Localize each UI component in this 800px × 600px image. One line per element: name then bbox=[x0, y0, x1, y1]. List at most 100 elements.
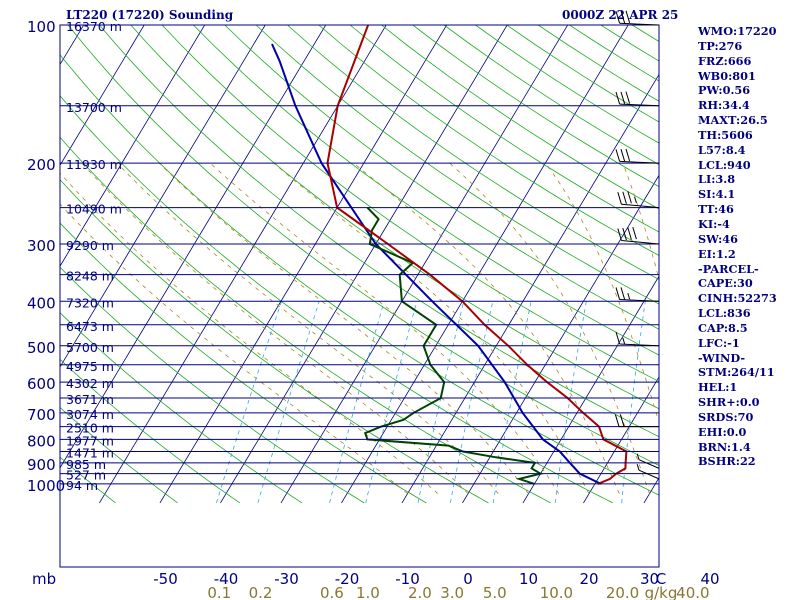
wind-barb-flag bbox=[615, 331, 621, 345]
height-label: 5700 m bbox=[66, 340, 114, 355]
wind-barb bbox=[615, 287, 660, 302]
height-label: 4302 m bbox=[66, 376, 114, 391]
height-label: 13700 m bbox=[66, 100, 122, 115]
isotherm-line bbox=[341, 25, 629, 504]
mixing-ratio-tick-label: 5.0 bbox=[483, 584, 507, 600]
wind-barb bbox=[615, 148, 660, 164]
index-item: HEL:1 bbox=[698, 380, 738, 395]
mixing-ratio-tick-label: 2.0 bbox=[408, 584, 432, 600]
parcel-trace bbox=[271, 43, 602, 485]
wind-barbs bbox=[614, 10, 660, 480]
wind-barb-staff bbox=[619, 160, 660, 164]
dry-adiabat-line bbox=[60, 266, 365, 504]
wind-barb-staff bbox=[619, 103, 660, 107]
index-item: -PARCEL- bbox=[698, 261, 759, 276]
wind-barb bbox=[617, 227, 660, 245]
dry-adiabat-line bbox=[60, 406, 178, 504]
wind-barb-flag bbox=[615, 149, 621, 162]
mixing-ratio-tick-label: 0.6 bbox=[320, 584, 344, 600]
mixing-ratio-tick-label: 10.0 bbox=[540, 584, 573, 600]
isobars bbox=[60, 24, 659, 485]
moist-adiabat-line bbox=[60, 203, 408, 494]
dry-adiabat-line bbox=[286, 25, 659, 280]
mixing-ratio-line bbox=[365, 301, 418, 504]
moist-adiabat-line bbox=[158, 162, 529, 494]
mixing-ratio-line bbox=[621, 301, 646, 503]
wind-barb bbox=[615, 91, 660, 107]
mixing-ratio-line bbox=[450, 301, 494, 503]
index-item: PW:0.56 bbox=[698, 83, 751, 98]
dry-adiabat-line bbox=[60, 179, 489, 504]
wind-barb-flag bbox=[620, 149, 626, 162]
temperature-unit-label: C bbox=[656, 570, 666, 588]
wind-barb-staff bbox=[638, 469, 660, 480]
wind-barb-flag bbox=[614, 414, 620, 427]
wind-barb-flag bbox=[636, 453, 640, 460]
pressure-tick-label: 1000 bbox=[27, 477, 65, 495]
isotherm-line bbox=[280, 25, 569, 504]
height-label: 10490 m bbox=[66, 202, 122, 217]
temperature-tick-label: -30 bbox=[274, 570, 299, 588]
wind-barb-flag bbox=[634, 196, 637, 203]
height-label: 6473 m bbox=[66, 319, 114, 334]
background-lines bbox=[60, 25, 659, 504]
moist-adiabat-line bbox=[81, 162, 469, 494]
wind-barb bbox=[614, 414, 659, 428]
dry-adiabat-line bbox=[60, 136, 551, 504]
index-item: L57:8.4 bbox=[698, 142, 746, 157]
dry-adiabat-line bbox=[161, 25, 659, 382]
index-item: BRN:1.4 bbox=[698, 439, 751, 454]
wind-barb-flag bbox=[627, 227, 632, 240]
index-item: BSHR:22 bbox=[698, 454, 756, 469]
index-item: LCL:940 bbox=[698, 157, 751, 172]
wind-barb-flag bbox=[625, 148, 631, 162]
height-label: 3074 m bbox=[66, 407, 114, 422]
wind-barb bbox=[617, 191, 660, 209]
isotherm-line bbox=[159, 25, 448, 504]
index-item: SRDS:70 bbox=[698, 409, 754, 424]
index-item: MAXT:26.5 bbox=[698, 113, 768, 128]
wind-barb-flag bbox=[617, 228, 622, 241]
dry-adiabat-line bbox=[60, 95, 613, 504]
isotherm-line bbox=[99, 25, 387, 504]
dry-adiabat-line bbox=[60, 358, 241, 504]
temperature-tick-label: 40 bbox=[700, 570, 719, 588]
moist-adiabat-line bbox=[449, 162, 650, 494]
temperature-trace bbox=[326, 25, 628, 485]
wind-barb-flag bbox=[625, 91, 631, 104]
wind-barb-staff bbox=[621, 203, 660, 209]
wind-barb-flag bbox=[622, 337, 626, 344]
wind-barb-flag bbox=[627, 292, 631, 300]
height-label: 4975 m bbox=[66, 359, 114, 374]
mixing-ratio-tick-label: 0.1 bbox=[207, 584, 231, 600]
temperature-tick-label: -10 bbox=[395, 570, 420, 588]
index-item: WB0:801 bbox=[698, 68, 756, 83]
moist-adiabat-line bbox=[209, 162, 560, 494]
sounding-indices-list: WMO:17220 TP:276 FRZ:666 WB0:801 PW:0.56 RH:3… bbox=[698, 24, 777, 469]
pressure-tick-label: 200 bbox=[27, 156, 56, 174]
mixing-ratio-line bbox=[257, 301, 320, 504]
dry-adiabat-line bbox=[60, 456, 116, 504]
index-item: LI:3.8 bbox=[698, 172, 736, 187]
dry-adiabat-line bbox=[224, 25, 659, 330]
profiles bbox=[271, 25, 628, 485]
isotherm-line bbox=[220, 25, 508, 504]
temperature-tick-label: 30 bbox=[640, 570, 659, 588]
chart-timestamp: 0000Z 22 APR 25 bbox=[562, 8, 679, 22]
index-item: TP:276 bbox=[698, 38, 743, 53]
wind-barb-flag bbox=[620, 10, 626, 24]
index-item: SI:4.1 bbox=[698, 187, 736, 202]
mixing-ratio-tick-label: 40.0 bbox=[676, 584, 709, 600]
index-item: TT:46 bbox=[698, 202, 734, 217]
wind-barb-flag bbox=[615, 11, 621, 24]
temperature-tick-label: 0 bbox=[463, 570, 473, 588]
index-item: KI:-4 bbox=[698, 216, 730, 231]
index-item: FRZ:666 bbox=[698, 53, 752, 68]
axis-labels: 16370 m 13700 m 11930 m 10490 m 9290 m 8248 m… bbox=[27, 18, 720, 600]
height-label: 527 m bbox=[66, 468, 106, 483]
height-label: 985 m bbox=[66, 457, 106, 472]
mixing-ratio-line bbox=[492, 301, 532, 503]
mixing-ratio-tick-label: 0.2 bbox=[249, 584, 273, 600]
dry-adiabat-line bbox=[130, 25, 659, 410]
